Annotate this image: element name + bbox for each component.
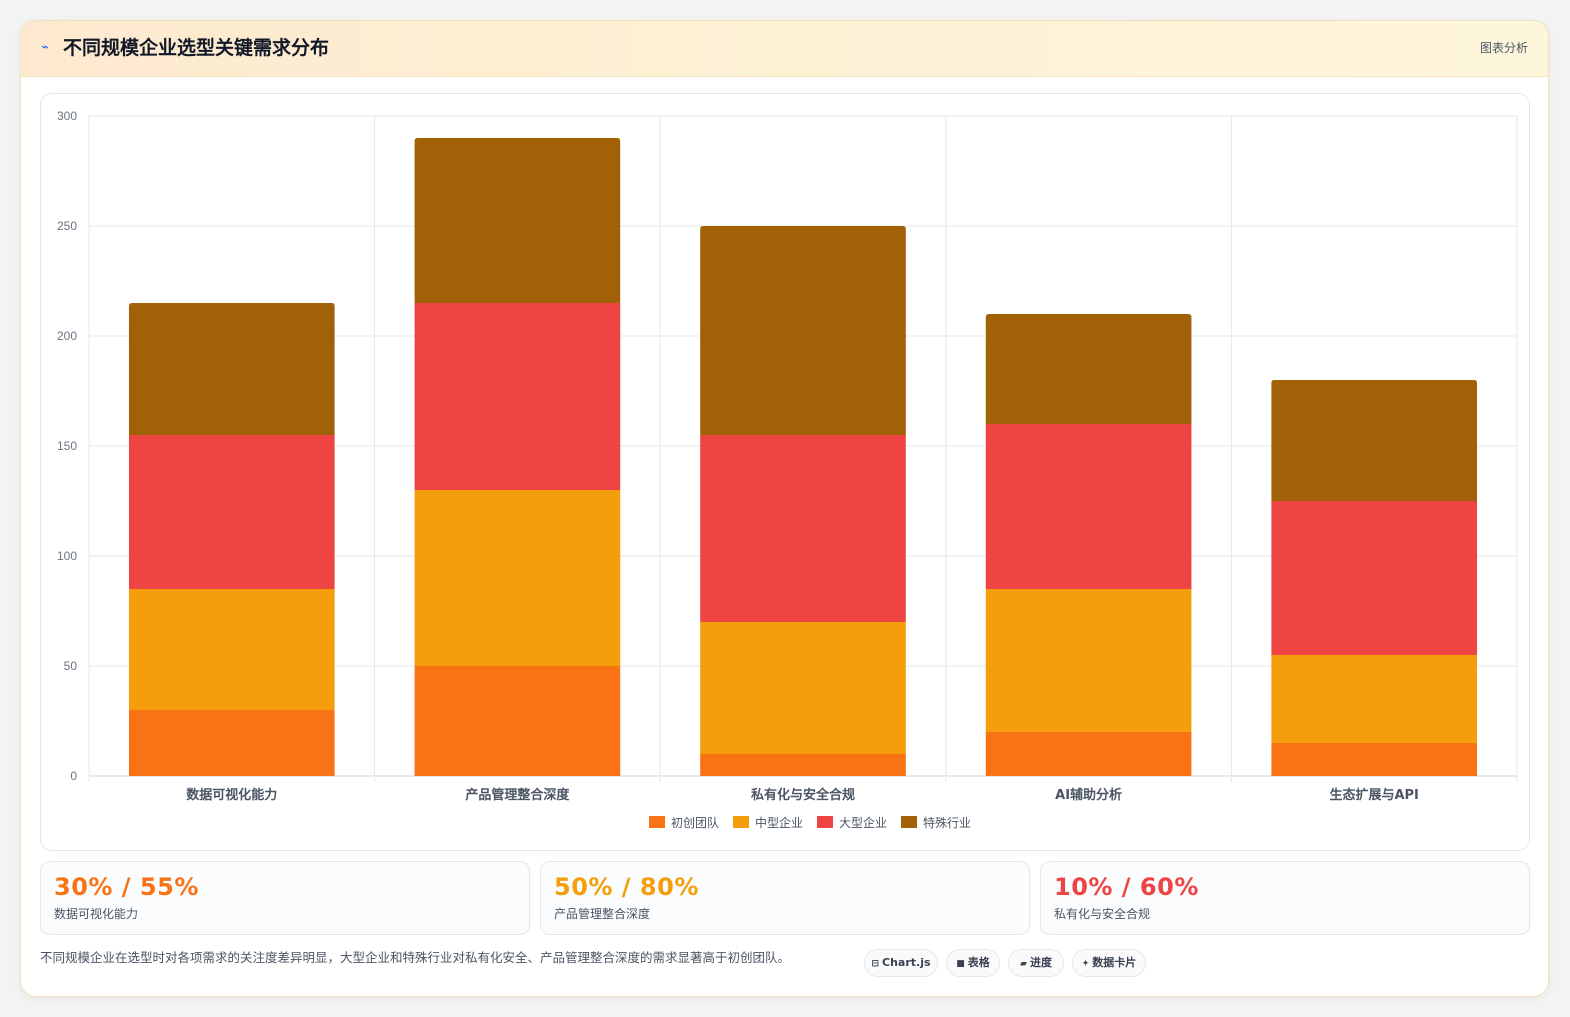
progress-icon: ▰ (1020, 959, 1027, 969)
stat-value: 50% / 80% (554, 873, 699, 901)
legend-swatch (901, 816, 917, 828)
bar-segment (985, 732, 1192, 776)
chart-container: 0 50 100 150 200 250 300 数据可视化能力 产品管理整合深度 私有化与安全合… (40, 93, 1530, 851)
bar-segment (1271, 501, 1478, 655)
y-tick-label: 0 (70, 769, 77, 783)
x-tick-label: 私有化与安全合规 (751, 787, 855, 803)
stat-label: 私有化与安全合规 (1054, 907, 1151, 921)
stat-card-1: 50% / 80% 产品管理整合深度 (540, 861, 1030, 935)
legend-swatch (649, 816, 665, 828)
y-tick-label: 300 (57, 109, 77, 123)
tag-label: Chart.js (882, 956, 931, 969)
bar-segment (128, 710, 335, 776)
bar-segment (1271, 655, 1478, 743)
tag-data-card[interactable]: ✦ 数据卡片 (1072, 949, 1146, 977)
stacked-bar-chart: 0 50 100 150 200 250 300 数据可视化能力 产品管理整合深度 私有化与安全合… (57, 109, 1518, 830)
page-title: 不同规模企业选型关键需求分布 (63, 37, 330, 59)
tag-label: 进度 (1029, 956, 1052, 969)
legend-label: 大型企业 (839, 815, 887, 830)
y-tick-label: 100 (57, 549, 77, 563)
bar-segment (128, 435, 335, 589)
bar-segment (414, 666, 621, 776)
stat-card-0: 30% / 55% 数据可视化能力 (40, 861, 530, 935)
bar-segment (1271, 743, 1478, 776)
bar-segment (700, 622, 906, 754)
bar-segment (414, 138, 621, 303)
bar-segment (700, 226, 906, 435)
legend-label: 特殊行业 (923, 815, 971, 830)
x-tick-label: AI辅助分析 (1055, 787, 1122, 803)
legend-label: 初创团队 (671, 815, 719, 830)
tag-table[interactable]: ■ 表格 (946, 949, 1000, 977)
sparkle-icon: ✦ (1081, 959, 1090, 969)
chart-icon: ⌁ (41, 40, 49, 55)
bar-segment (700, 435, 906, 622)
bar-segment (1271, 380, 1478, 501)
chart-icon: ⊟ (871, 959, 880, 969)
bar-segment (985, 314, 1192, 424)
tag-label: 表格 (967, 956, 990, 969)
x-tick-label: 生态扩展与API (1329, 787, 1418, 803)
bar-segment (414, 303, 621, 490)
x-tick-label: 产品管理整合深度 (465, 787, 570, 803)
y-tick-label: 200 (57, 329, 77, 343)
bar-segment (985, 424, 1192, 589)
legend-label: 中型企业 (755, 815, 803, 830)
stat-label: 数据可视化能力 (54, 907, 139, 921)
bar-segment (700, 754, 906, 776)
card-header: ⌁ 不同规模企业选型关键需求分布 图表分析 (21, 21, 1548, 77)
y-tick-label: 150 (57, 439, 77, 453)
stat-card-2: 10% / 60% 私有化与安全合规 (1040, 861, 1530, 935)
bar-segment (414, 490, 621, 666)
stat-label: 产品管理整合深度 (554, 907, 651, 921)
chart-analysis-badge: 图表分析 (1479, 41, 1528, 55)
bar-segment (985, 589, 1192, 732)
y-tick-label: 50 (64, 659, 78, 673)
tag-chartjs[interactable]: ⊟ Chart.js (864, 949, 938, 977)
y-tick-label: 250 (57, 219, 77, 233)
tag-progress[interactable]: ▰ 进度 (1008, 949, 1064, 977)
stat-value: 30% / 55% (54, 873, 199, 901)
table-icon: ■ (956, 959, 965, 969)
tag-label: 数据卡片 (1092, 956, 1137, 969)
stat-value: 10% / 60% (1054, 873, 1199, 901)
bar-segment (128, 303, 335, 435)
legend-swatch (733, 816, 749, 828)
x-tick-label: 数据可视化能力 (186, 787, 277, 803)
bar-segment (128, 589, 335, 710)
chart-card: ⌁ 不同规模企业选型关键需求分布 图表分析 0 50 100 150 200 250 300… (20, 20, 1549, 997)
legend-swatch (817, 816, 833, 828)
chart-footnote: 不同规模企业在选型时对各项需求的关注度差异明显，大型企业和特殊行业对私有化安全、… (40, 950, 791, 965)
